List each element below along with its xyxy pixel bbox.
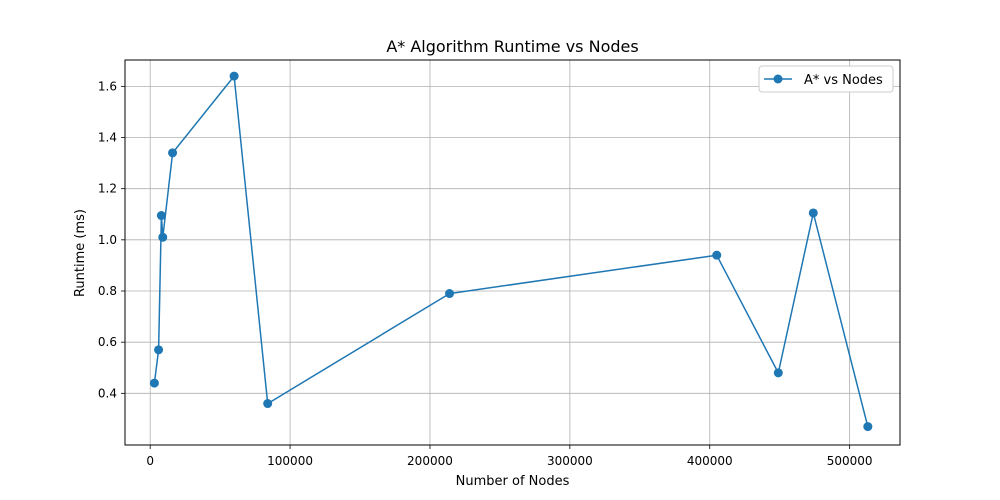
legend-label: A* vs Nodes [804,73,883,88]
data-point [158,232,168,242]
series-layer [149,71,873,432]
x-tick-label: 300000 [547,454,593,468]
y-tick-label: 0.4 [98,386,117,400]
x-tick-label: 400000 [687,454,733,468]
chart-title: A* Algorithm Runtime vs Nodes [386,37,638,56]
y-tick-label: 1.6 [98,79,117,93]
y-tick-label: 0.6 [98,335,117,349]
plot-frame [124,59,901,446]
x-tick-label: 100000 [267,454,313,468]
y-axis-label: Runtime (ms) [73,209,88,297]
legend: A* vs Nodes [758,65,894,93]
data-point [808,208,818,218]
data-point [156,211,166,221]
y-tick-label: 1.4 [98,131,117,145]
legend-marker-swatch [773,74,783,84]
data-point [712,250,722,260]
x-tick-label: 0 [146,454,154,468]
y-axis-ticks: 0.4 0.6 0.8 1.0 1.2 1.4 1.6 [98,79,125,400]
grid [125,60,900,445]
y-tick-label: 1.0 [98,233,117,247]
x-axis-label: Number of Nodes [456,474,570,489]
y-tick-label: 1.2 [98,182,117,196]
y-tick-label: 0.8 [98,284,117,298]
data-point [445,289,455,299]
data-point [154,345,164,355]
data-point [773,368,783,378]
x-axis-ticks: 0 100000 200000 300000 400000 500000 [146,445,873,468]
data-point [229,71,239,81]
x-tick-label: 500000 [827,454,873,468]
legend-box [758,65,894,93]
data-point [168,148,178,158]
x-tick-label: 200000 [407,454,453,468]
data-point [863,422,873,432]
data-point [149,378,159,388]
data-point [263,399,273,409]
